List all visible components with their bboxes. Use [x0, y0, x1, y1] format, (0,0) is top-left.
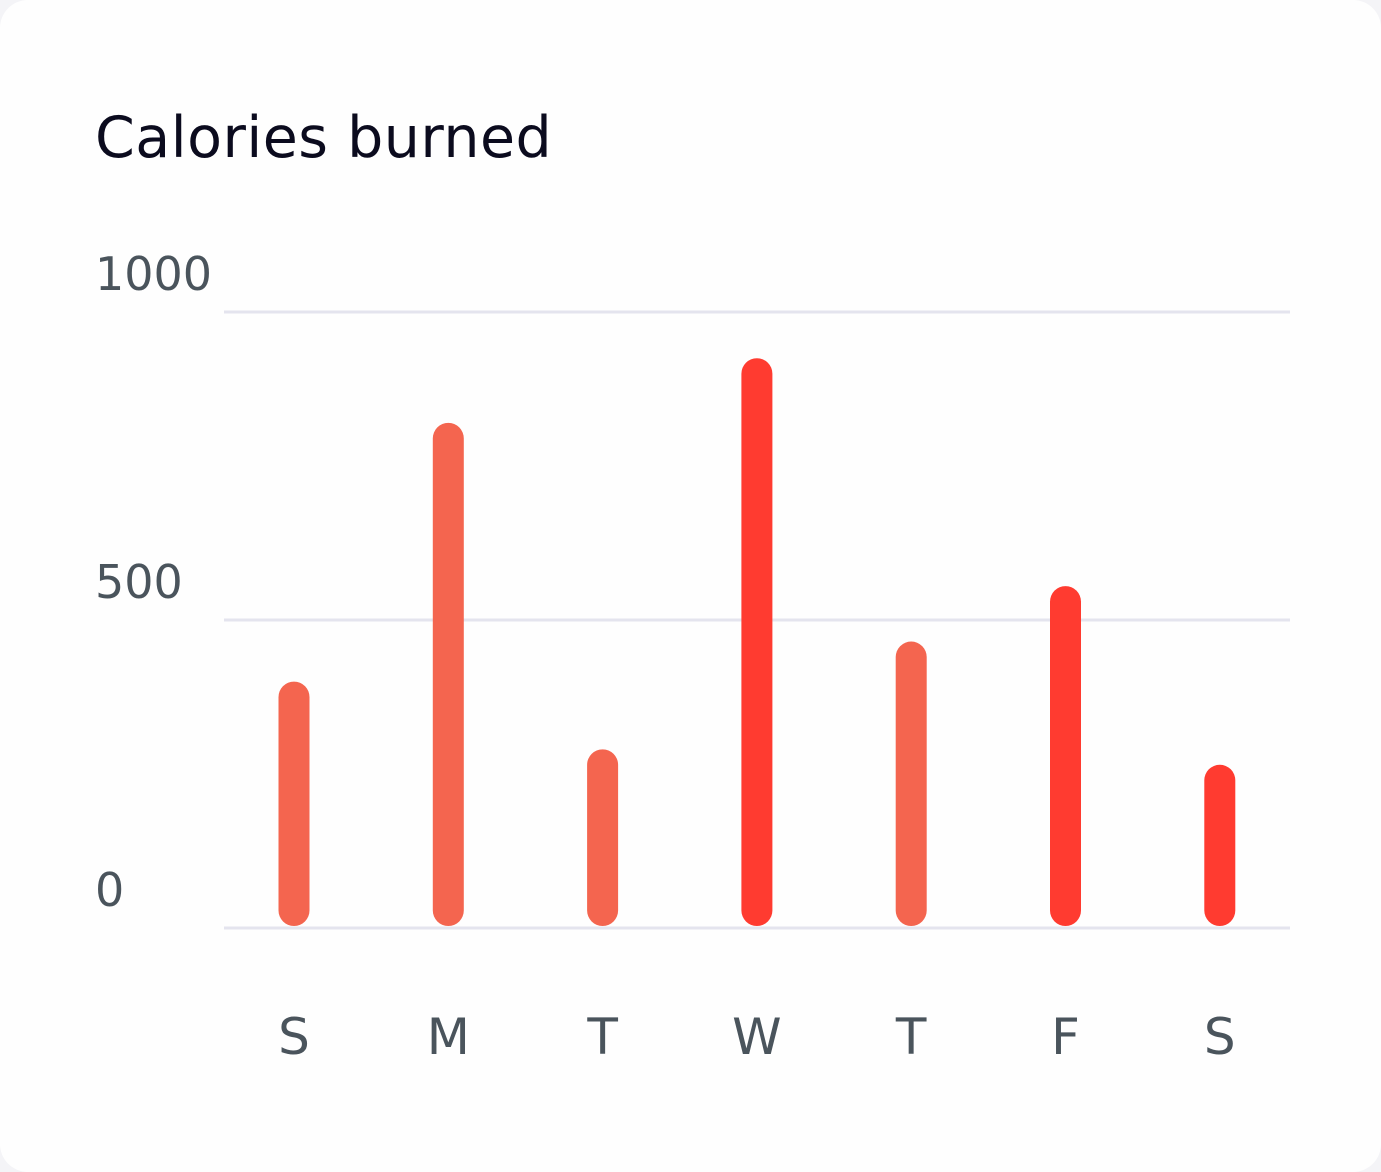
bar-1	[433, 423, 464, 926]
bar-0	[279, 682, 310, 926]
x-tick-label: S	[1204, 1008, 1236, 1066]
y-tick-label: 500	[95, 555, 183, 609]
x-tick-label: T	[895, 1008, 927, 1066]
y-tick-label: 0	[95, 863, 124, 917]
y-axis-ticks: 0 500 1000	[95, 247, 212, 917]
x-tick-label: W	[732, 1008, 781, 1066]
bar-3	[741, 358, 772, 926]
bar-2	[587, 749, 618, 926]
y-tick-label: 1000	[95, 247, 212, 301]
x-tick-label: F	[1051, 1008, 1080, 1066]
x-tick-label: T	[586, 1008, 618, 1066]
bar-5	[1050, 586, 1081, 926]
bar-4	[896, 642, 927, 926]
x-tick-label: S	[278, 1008, 310, 1066]
x-tick-label: M	[427, 1008, 470, 1066]
bars	[279, 358, 1236, 926]
bar-6	[1204, 765, 1235, 926]
